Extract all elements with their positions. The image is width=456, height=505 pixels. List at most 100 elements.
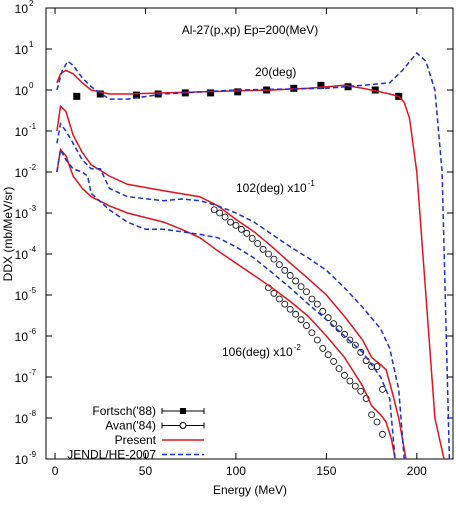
data-point (341, 371, 348, 379)
y-tick-label-base: 10 (15, 412, 29, 426)
annotation-text: 106(deg) x10 (222, 345, 293, 359)
chart-title: Al-27(p,xp) Ep=200(MeV) (182, 23, 318, 37)
data-point (237, 225, 245, 233)
legend-label: JENDL/HE-2007 (67, 448, 156, 462)
y-tick-label-base: 10 (15, 330, 29, 344)
x-tick-label: 50 (139, 464, 153, 478)
y-tick-label: 10 2 (15, 0, 34, 16)
y-tick-label: 10 -2 (15, 163, 37, 180)
y-tick-label-base: 10 (15, 371, 29, 385)
curve (56, 51, 451, 459)
y-tick-label-exp: 2 (29, 0, 34, 8)
data-point (351, 382, 359, 390)
y-tick-label-base: 10 (15, 166, 29, 180)
data-point (313, 336, 321, 344)
y-tick-label-exp: -1 (29, 122, 37, 131)
y-tick-label-base: 10 (15, 2, 29, 16)
y-tick-label-exp: -2 (29, 163, 37, 172)
y-tick-label-exp: -3 (29, 204, 37, 213)
data-point (362, 357, 370, 365)
data-point (254, 240, 262, 247)
y-tick-label-exp: 0 (29, 81, 34, 90)
plot-area (56, 51, 451, 459)
legend-label: Avan('84) (105, 419, 156, 433)
data-point (368, 411, 376, 419)
x-tick-label: 0 (52, 464, 59, 478)
legend: Fortsch('88)Avan('84)PresentJENDL/HE-200… (67, 404, 205, 462)
legend-label: Fortsch('88) (92, 404, 156, 418)
data-point (210, 206, 218, 214)
y-tick-label: 10 -1 (15, 122, 37, 139)
data-point (346, 377, 354, 385)
data-point (243, 229, 251, 237)
data-point (319, 307, 327, 315)
data-point (357, 348, 365, 356)
y-tick-label: 10 -4 (15, 245, 37, 262)
annotation: 102(deg) x10 -1 (236, 179, 315, 195)
data-point (292, 310, 300, 318)
y-tick-label-base: 10 (15, 453, 29, 467)
data-point (286, 272, 294, 279)
data-point (303, 288, 310, 296)
data-point (324, 351, 332, 359)
annotation-sup: -2 (294, 343, 302, 352)
y-tick-label: 10 1 (15, 40, 34, 57)
legend-marker (180, 408, 186, 414)
data-point (292, 277, 300, 285)
data-point (275, 261, 283, 269)
y-tick-label: 10 -8 (15, 409, 37, 426)
y-tick-label: 10 -6 (15, 327, 37, 344)
y-tick-label-exp: -6 (29, 327, 37, 336)
y-tick-label: 10 -7 (15, 368, 37, 385)
x-tick-label: 150 (316, 464, 336, 478)
data-point (319, 344, 327, 352)
data-point (259, 245, 267, 253)
y-tick-label-base: 10 (15, 207, 29, 221)
annotation: 20(deg) (255, 65, 296, 79)
annotation-text: 20(deg) (255, 65, 296, 79)
y-tick-label-exp: -7 (29, 368, 37, 377)
data-point (232, 221, 240, 229)
y-tick-label-base: 10 (15, 248, 29, 262)
data-point (373, 363, 381, 370)
data-point (313, 300, 321, 308)
annotation: 106(deg) x10 -2 (222, 343, 301, 359)
data-point (351, 341, 359, 349)
data-point (221, 213, 229, 221)
data-point (379, 385, 386, 393)
data-point (207, 89, 215, 97)
data-point (308, 329, 316, 337)
curve (56, 104, 407, 459)
x-axis-label: Energy (MeV) (213, 483, 287, 497)
data-point (270, 289, 278, 297)
data-point (281, 266, 289, 274)
data-point (303, 322, 310, 329)
annotation-text: 102(deg) x10 (236, 181, 307, 195)
y-tick-label: 10 0 (15, 81, 34, 98)
y-tick-label: 10 -5 (15, 286, 37, 303)
data-point (379, 430, 386, 438)
y-tick-label-base: 10 (15, 43, 29, 57)
data-point (227, 218, 234, 226)
data-point (330, 358, 338, 365)
data-point (341, 330, 348, 338)
annotation-sup: -1 (308, 179, 316, 188)
data-point (373, 418, 381, 426)
y-tick-label-exp: -8 (29, 409, 37, 418)
y-tick-label: 10 -9 (15, 450, 37, 467)
y-tick-label-base: 10 (15, 289, 29, 303)
curve (56, 147, 396, 459)
y-tick-label-base: 10 (15, 125, 29, 139)
data-point (96, 90, 104, 98)
data-point (297, 316, 305, 324)
y-tick-label: 10 -3 (15, 204, 37, 221)
data-point (270, 255, 278, 263)
data-point (248, 235, 256, 242)
data-point (297, 283, 305, 291)
data-point (216, 209, 224, 217)
y-tick-label-exp: -9 (29, 450, 37, 459)
y-tick-label-exp: 1 (29, 40, 34, 49)
y-tick-label-exp: -4 (29, 245, 37, 254)
data-point (281, 300, 289, 308)
